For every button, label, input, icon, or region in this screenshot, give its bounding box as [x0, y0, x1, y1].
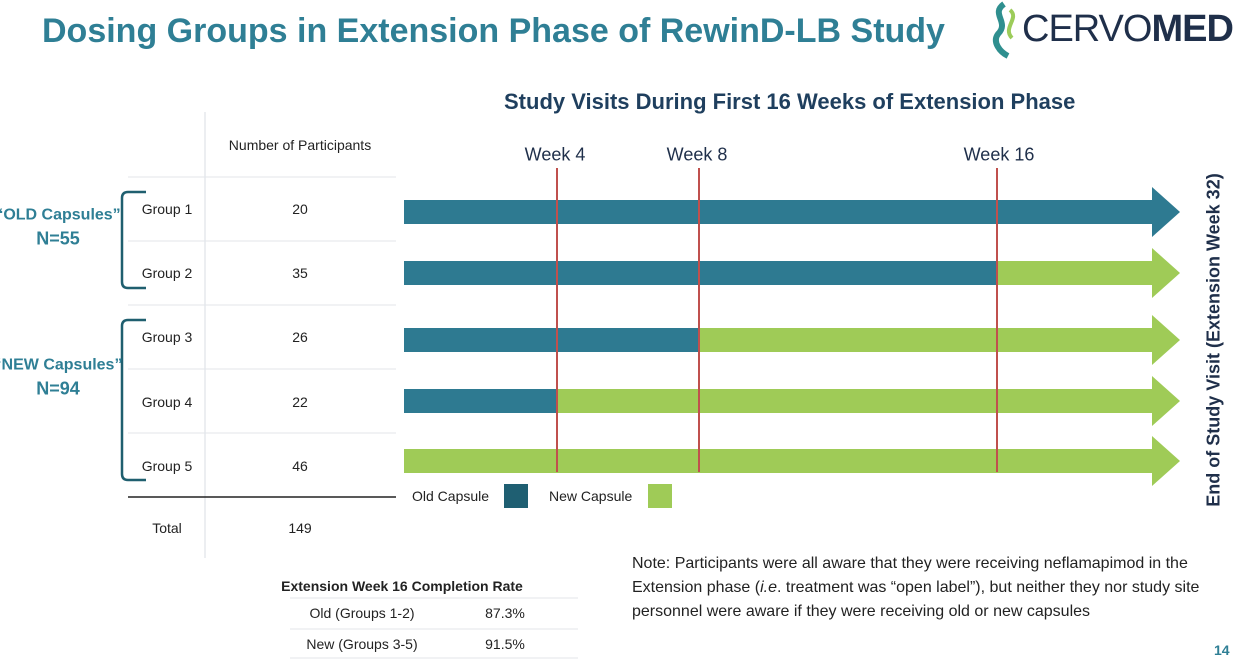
completion-title: Extension Week 16 Completion Rate — [281, 578, 523, 594]
table-cell: 22 — [292, 394, 308, 410]
completion-cell: 87.3% — [485, 605, 525, 621]
week-lines — [556, 168, 998, 472]
arrows — [404, 187, 1180, 486]
logo-icon — [1006, 8, 1016, 40]
table-cell: Total — [152, 520, 182, 536]
week-label: Week 8 — [666, 144, 728, 165]
logo-text: CERVO — [1022, 8, 1152, 50]
table-cell: Group 1 — [141, 201, 193, 217]
note-text: Note: Participants were all aware that t… — [632, 555, 1188, 596]
note-text: . treatment was “open label”), but neith… — [632, 579, 1200, 620]
logo-text: MED — [1151, 8, 1233, 50]
bracket-label: “NEW Capsules” N=94 — [0, 357, 122, 400]
end-label: End of Study Visit (Extension Week 32) — [1203, 173, 1224, 507]
table-cell: 20 — [292, 201, 308, 217]
table-cell: 46 — [292, 458, 308, 474]
page-number: 14 — [1214, 642, 1230, 658]
table-cell: 149 — [288, 520, 312, 536]
table-cell: Group 2 — [141, 265, 193, 281]
title: Dosing Groups in Extension Phase of Rewi… — [42, 12, 945, 50]
note: Note: Participants were all aware that t… — [632, 552, 1244, 624]
table-cell: 35 — [292, 265, 308, 281]
legend-label: New Capsule — [549, 488, 633, 504]
table-header: Number of Participants — [228, 137, 372, 153]
completion-rules — [290, 597, 578, 659]
completion-cell: 91.5% — [485, 636, 525, 652]
table-cell: Group 3 — [141, 329, 193, 345]
completion-cell: New (Groups 3-5) — [306, 636, 418, 652]
table-rules — [128, 176, 396, 434]
logo-icon — [992, 1, 1010, 59]
legend-label: Old Capsule — [412, 488, 490, 504]
bracket-title: “NEW Capsules” — [0, 356, 123, 374]
completion-cell: Old (Groups 1-2) — [309, 605, 415, 621]
logo: CERVOMED — [1022, 8, 1234, 51]
bracket-n: N=94 — [36, 378, 80, 399]
bracket-title: “OLD Capsules” — [0, 206, 121, 224]
bracket — [120, 190, 146, 290]
timeline-title: Study Visits During First 16 Weeks of Ex… — [504, 89, 1076, 114]
table-cell: Group 4 — [141, 394, 193, 410]
legend-swatch — [504, 484, 528, 508]
table-cell: Group 5 — [141, 458, 193, 474]
week-label: Week 4 — [524, 144, 586, 165]
bracket — [120, 318, 146, 482]
note-text: i.e — [760, 579, 777, 596]
week-label: Week 16 — [963, 144, 1035, 165]
bracket-n: N=55 — [36, 228, 80, 249]
table-cell: 26 — [292, 329, 308, 345]
bracket-label: “OLD Capsules” N=55 — [0, 207, 121, 250]
legend-swatch — [648, 484, 672, 508]
